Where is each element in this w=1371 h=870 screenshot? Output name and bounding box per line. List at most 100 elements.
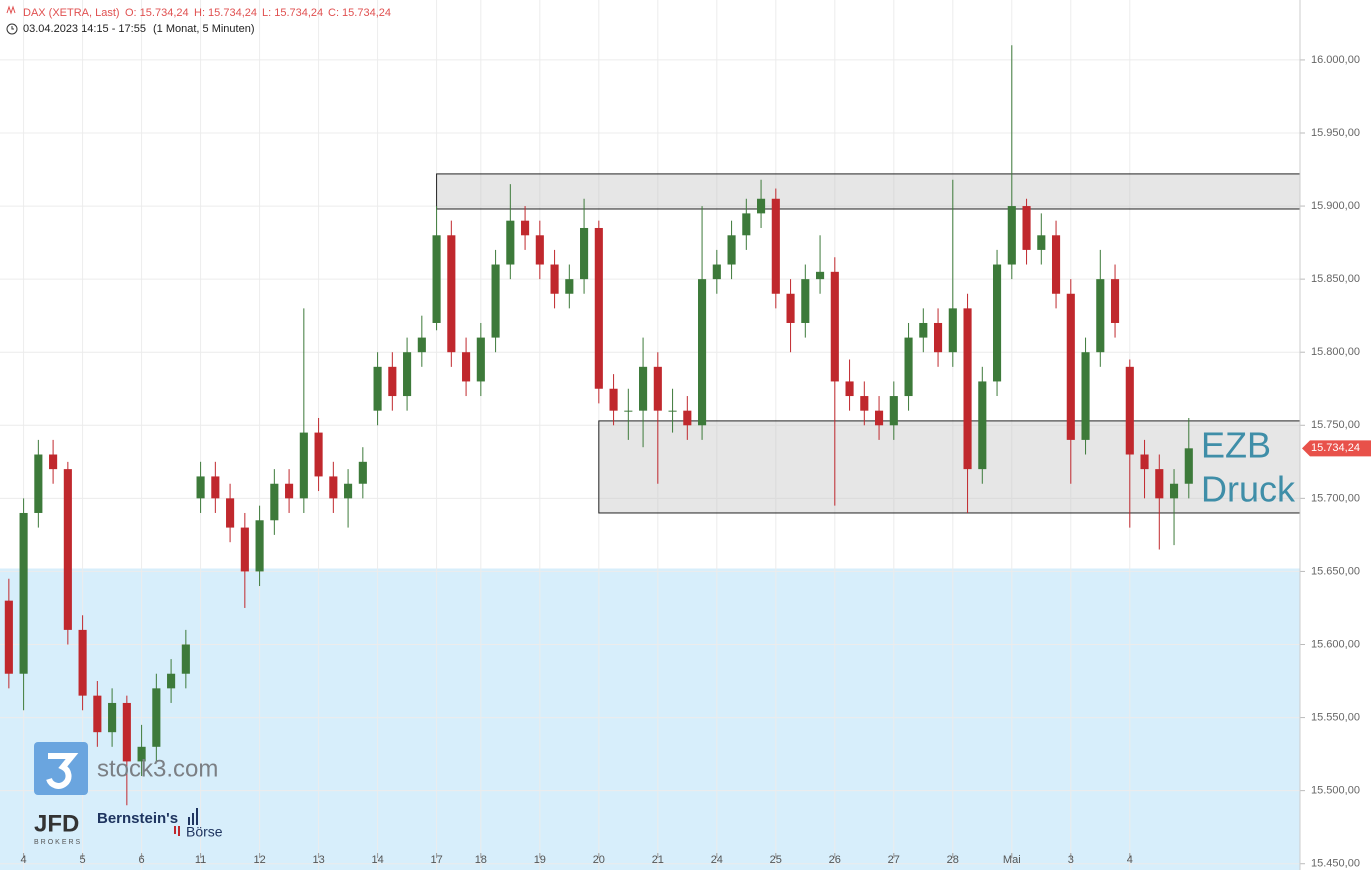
clock-icon	[6, 23, 18, 35]
zone-label: Druck	[1201, 468, 1296, 509]
candle-body	[152, 688, 161, 747]
candle-body	[727, 235, 736, 265]
x-tick-label: Mai	[1003, 854, 1021, 866]
candle-body	[417, 337, 426, 353]
y-tick-label: 16.000,00	[1311, 54, 1360, 66]
candle-body	[373, 366, 382, 411]
jfd-text: JFD	[34, 810, 79, 837]
candle-body	[624, 410, 633, 412]
candle-body	[4, 600, 13, 674]
candle-body	[1081, 352, 1090, 440]
candle-body	[476, 337, 485, 382]
candle-body	[786, 293, 795, 323]
last-price-tag	[1302, 440, 1371, 457]
zone	[598, 420, 1301, 514]
x-tick-label: 27	[888, 854, 900, 866]
candle-body	[712, 264, 721, 280]
y-tick-label: 15.450,00	[1311, 858, 1360, 870]
x-tick-label: 5	[80, 854, 86, 866]
stock3-text: stock3.com	[97, 755, 218, 782]
candle-body	[167, 673, 176, 689]
y-tick-label: 15.900,00	[1311, 200, 1360, 212]
candle-body	[1022, 206, 1031, 250]
candle-body	[698, 279, 707, 426]
x-tick-label: 4	[1127, 854, 1133, 866]
shaded-region	[0, 568, 1300, 870]
candle-body	[196, 476, 205, 499]
header: DAX (XETRA, Last) O: 15.734,24 H: 15.734…	[6, 5, 391, 35]
candle-body	[594, 227, 603, 389]
candle-body	[845, 381, 854, 397]
candle-body	[816, 271, 825, 280]
y-tick-label: 15.800,00	[1311, 346, 1360, 358]
candle-body	[506, 220, 515, 265]
y-tick-label: 15.600,00	[1311, 638, 1360, 650]
candle-body	[34, 454, 43, 513]
x-tick-label: 6	[139, 854, 145, 866]
candle-body	[904, 337, 913, 397]
candle-body	[1066, 293, 1075, 440]
grid	[0, 0, 1300, 870]
clock-hands	[11, 26, 14, 30]
bernstein-text: Bernstein's	[97, 810, 178, 827]
candle-body	[344, 483, 353, 499]
candle-body	[108, 702, 117, 733]
candle-body	[137, 746, 146, 762]
candle-body	[285, 483, 294, 499]
candle-body	[919, 322, 928, 338]
candle-body	[1007, 206, 1016, 265]
y-tick-label: 15.500,00	[1311, 785, 1360, 797]
candle-body	[1140, 454, 1149, 470]
candle-body	[580, 227, 589, 280]
candle-body	[1155, 469, 1164, 499]
candle-body	[639, 366, 648, 411]
x-tick-label: 17	[430, 854, 442, 866]
instrument: DAX (XETRA, Last)	[23, 7, 120, 19]
candle-body	[521, 220, 530, 236]
candle-body	[1110, 279, 1120, 323]
candle-body	[609, 388, 618, 411]
y-tick-label: 15.650,00	[1311, 565, 1360, 577]
candle-body	[860, 396, 869, 411]
x-tick-label: 19	[534, 854, 546, 866]
close-label: C: 15.734,24	[328, 7, 391, 19]
y-tick-label: 15.850,00	[1311, 273, 1360, 285]
x-tick-label: 11	[195, 854, 206, 866]
candle-body	[1169, 483, 1179, 499]
candle-body	[462, 352, 471, 382]
candle-body	[299, 432, 308, 499]
candle-body	[1037, 235, 1046, 250]
x-tick-label: 13	[312, 854, 324, 866]
candle-body	[875, 410, 884, 426]
x-tick-label: 20	[593, 854, 605, 866]
candle-body	[801, 279, 810, 323]
candle-body	[447, 235, 456, 353]
candle-body	[122, 702, 131, 762]
boerse-text: Börse	[186, 824, 223, 840]
candle-body	[771, 198, 780, 294]
candle-body	[329, 476, 338, 499]
axes: 15.450,00 15.500,00 15.550,00 15.600,00 15.6…	[21, 54, 1371, 870]
x-tick-label: 4	[21, 854, 27, 866]
candle-body	[93, 695, 102, 733]
candle-body	[668, 410, 677, 412]
x-tick-label: 28	[947, 854, 959, 866]
logos: stock3.com JFD BROKERS Bernstein's Börse	[34, 742, 223, 846]
candle-body	[432, 235, 441, 323]
zone-label: EZB	[1201, 424, 1271, 465]
high-label: H: 15.734,24	[194, 7, 257, 19]
y-tick-label: 15.700,00	[1311, 492, 1360, 504]
x-tick-label: 25	[770, 854, 782, 866]
candle-body	[63, 469, 72, 630]
candle-body	[19, 512, 28, 674]
logo-bar	[178, 826, 180, 836]
candle-body	[653, 366, 662, 411]
candle-body	[1125, 366, 1134, 455]
candle-body	[933, 322, 943, 353]
candle-body	[948, 308, 957, 353]
candle-body	[226, 498, 235, 528]
chart-icon	[6, 5, 16, 15]
candles	[4, 45, 1193, 806]
candle-body	[211, 476, 220, 499]
